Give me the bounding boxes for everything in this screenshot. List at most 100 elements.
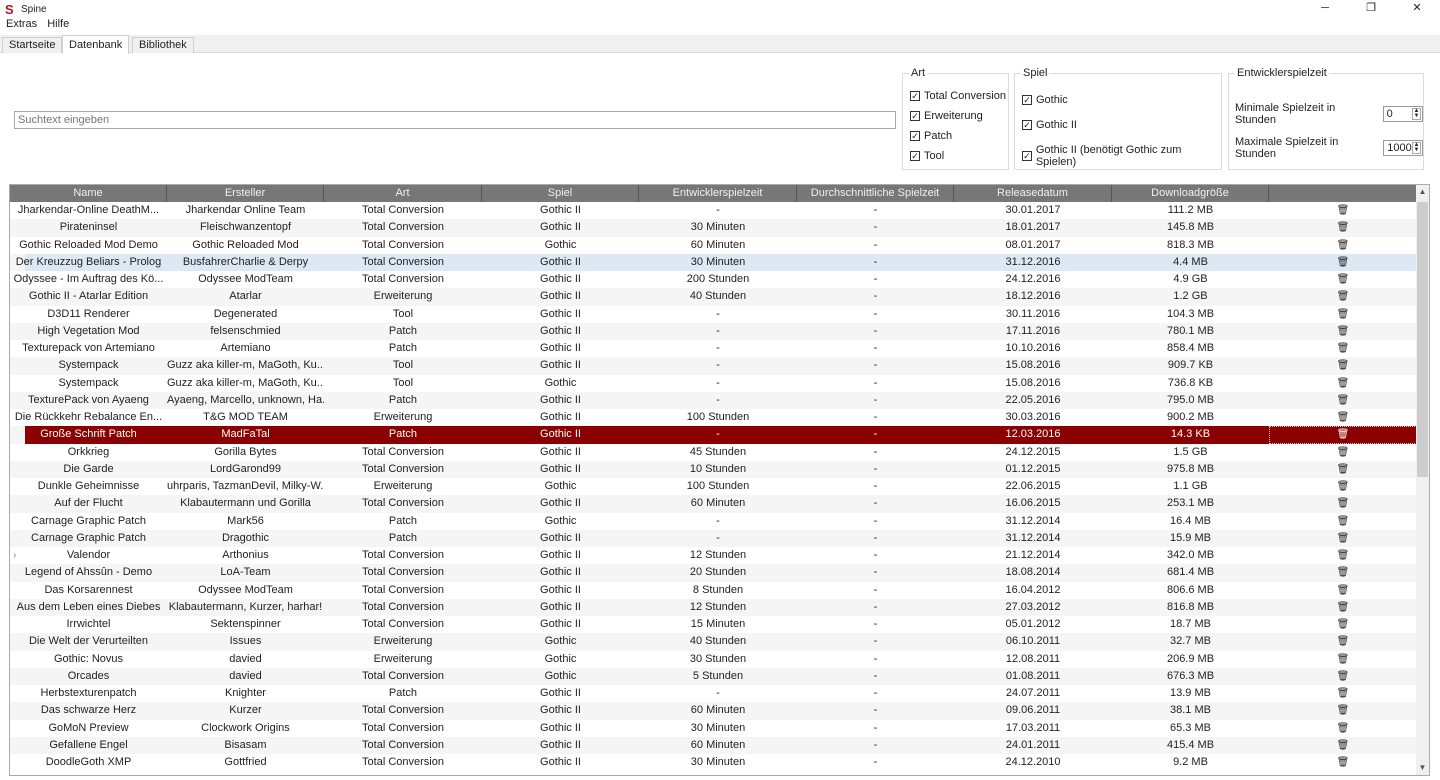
trash-icon[interactable]: 🗑 <box>1336 377 1350 389</box>
vertical-scrollbar[interactable]: ▲ ▼ <box>1416 185 1429 775</box>
column-header[interactable]: Spiel <box>482 185 639 202</box>
menu-extras[interactable]: Extras <box>6 18 38 30</box>
delete-cell[interactable]: 🗑 <box>1269 582 1417 599</box>
trash-icon[interactable]: 🗑 <box>1336 584 1350 596</box>
filter-art-checkbox[interactable]: ✓ Patch <box>910 130 952 142</box>
trash-icon[interactable]: 🗑 <box>1336 291 1350 303</box>
trash-icon[interactable]: 🗑 <box>1336 722 1350 734</box>
tab-bibliothek[interactable]: Bibliothek <box>132 37 194 53</box>
maximize-button[interactable]: ❐ <box>1366 2 1376 14</box>
checkbox-checked-icon[interactable]: ✓ <box>1022 120 1032 130</box>
minimize-button[interactable]: ─ <box>1321 2 1329 14</box>
table-row[interactable]: Systempack Guzz aka killer-m, MaGoth, Ku.… <box>10 357 1417 375</box>
trash-icon[interactable]: 🗑 <box>1336 515 1350 527</box>
trash-icon[interactable]: 🗑 <box>1336 688 1350 699</box>
delete-cell[interactable]: 🗑 <box>1269 668 1417 685</box>
delete-cell[interactable]: 🗑 <box>1269 702 1417 719</box>
delete-cell[interactable]: 🗑 <box>1269 288 1417 305</box>
delete-cell[interactable]: 🗑 <box>1269 306 1417 323</box>
column-header[interactable]: Name <box>10 185 167 202</box>
filter-spiel-checkbox[interactable]: ✓ Gothic II (benötigt Gothic zum Spielen) <box>1022 144 1221 168</box>
table-row[interactable]: Carnage Graphic Patch Mark56 Patch Gothic - -… <box>10 513 1417 530</box>
delete-cell[interactable]: 🗑 <box>1269 478 1417 495</box>
table-row[interactable]: Valendor Arthonius Total Conversion Gothic … <box>10 547 1417 564</box>
trash-icon[interactable]: 🗑 <box>1336 222 1350 234</box>
table-row[interactable]: Die Garde LordGarond99 Total Conversion Got… <box>10 460 1417 478</box>
table-row[interactable]: Aus dem Leben eines Diebes Klabautermann,… <box>10 598 1417 616</box>
trash-icon[interactable]: 🗑 <box>1336 757 1350 768</box>
expand-arrow-icon[interactable]: › <box>13 550 17 561</box>
column-header[interactable] <box>1269 185 1417 202</box>
column-header[interactable]: Durchschnittliche Spielzeit <box>797 185 954 202</box>
trash-icon[interactable]: 🗑 <box>1336 463 1350 475</box>
trash-icon[interactable]: 🗑 <box>1336 619 1350 630</box>
delete-cell[interactable]: 🗑 <box>1269 202 1417 219</box>
tab-startseite[interactable]: Startseite <box>2 37 63 53</box>
spin-arrows-icon[interactable]: ▲ ▼ <box>1412 142 1421 154</box>
trash-icon[interactable]: 🗑 <box>1336 239 1350 251</box>
column-header[interactable]: Downloadgröße <box>1112 185 1269 202</box>
column-header[interactable]: Entwicklerspielzeit <box>639 185 797 202</box>
table-row[interactable]: Gefallene Engel Bisasam Total Conversion Go… <box>10 736 1417 754</box>
table-row[interactable]: D3D11 Renderer Degenerated Tool Gothic II - -… <box>10 306 1417 323</box>
trash-icon[interactable]: 🗑 <box>1336 412 1350 423</box>
delete-cell[interactable]: 🗑 <box>1269 340 1417 357</box>
delete-cell[interactable]: 🗑 <box>1269 219 1417 236</box>
table-row[interactable]: Auf der Flucht Klabautermann und Gorilla T… <box>10 495 1417 513</box>
trash-icon[interactable]: 🗑 <box>1336 274 1350 285</box>
scroll-down-icon[interactable]: ▼ <box>1418 763 1427 772</box>
trash-icon[interactable]: 🗑 <box>1336 670 1350 682</box>
table-row[interactable]: Gothic Reloaded Mod Demo Gothic Reloaded … <box>10 237 1417 254</box>
table-row[interactable]: Odyssee - Im Auftrag des Kö... Odyssee Mo… <box>10 271 1417 288</box>
table-row[interactable]: Herbstexturenpatch Knighter Patch Gothic II… <box>10 685 1417 702</box>
filter-art-checkbox[interactable]: ✓ Tool <box>910 150 944 162</box>
delete-cell[interactable]: 🗑 <box>1269 513 1417 530</box>
close-button[interactable]: ✕ <box>1412 2 1422 14</box>
delete-cell[interactable]: 🗑 <box>1269 530 1417 547</box>
table-row[interactable]: Die Rückkehr Rebalance En... T&G MOD TEAM… <box>10 409 1417 426</box>
table-row[interactable]: Der Kreuzzug Beliars - Prolog BusfahrerCh… <box>10 253 1417 272</box>
table-row[interactable]: GoMoN Preview Clockwork Origins Total Conv… <box>10 720 1417 737</box>
filter-art-checkbox[interactable]: ✓ Erweiterung <box>910 110 983 122</box>
scroll-up-icon[interactable]: ▲ <box>1418 187 1427 196</box>
delete-cell[interactable]: 🗑 <box>1269 651 1417 668</box>
table-row[interactable]: Systempack Guzz aka killer-m, MaGoth, Ku.… <box>10 375 1417 392</box>
delete-cell[interactable]: 🗑 <box>1269 685 1417 702</box>
table-row[interactable]: TexturePack von Ayaeng Ayaeng, Marcello, … <box>10 391 1417 409</box>
table-row[interactable]: Pirateninsel Fleischwanzentopf Total Conve… <box>10 219 1417 237</box>
delete-cell[interactable]: 🗑 <box>1269 392 1417 409</box>
trash-icon[interactable]: 🗑 <box>1336 532 1350 544</box>
table-row[interactable]: Gothic II - Atarlar Edition Atarlar Erweit… <box>10 288 1417 306</box>
table-row[interactable]: DoodleGoth XMP Gottfried Total Conversion G… <box>10 754 1417 771</box>
table-row[interactable]: Das Korsarennest Odyssee ModTeam Total Con… <box>10 582 1417 599</box>
checkbox-checked-icon[interactable]: ✓ <box>910 111 920 121</box>
delete-cell[interactable]: 🗑 <box>1269 357 1417 374</box>
trash-icon[interactable]: 🗑 <box>1336 325 1350 337</box>
table-row[interactable]: Legend of Ahssûn - Demo LoA-Team Total Con… <box>10 564 1417 582</box>
delete-cell[interactable]: 🗑 <box>1269 495 1417 512</box>
trash-icon[interactable]: 🗑 <box>1336 256 1350 268</box>
trash-icon[interactable]: 🗑 <box>1336 739 1350 751</box>
table-row[interactable]: Das schwarze Herz Kurzer Total Conversion G… <box>10 702 1417 720</box>
delete-cell[interactable]: 🗑 <box>1269 254 1417 271</box>
checkbox-checked-icon[interactable]: ✓ <box>1022 151 1032 161</box>
column-header[interactable]: Art <box>324 185 482 202</box>
delete-cell[interactable]: 🗑 <box>1269 633 1417 650</box>
filter-spiel-checkbox[interactable]: ✓ Gothic <box>1022 94 1068 106</box>
trash-icon[interactable]: 🗑 <box>1336 308 1350 320</box>
trash-icon[interactable]: 🗑 <box>1336 429 1350 441</box>
max-playtime-spinbox[interactable]: 1000 ▲ ▼ <box>1383 140 1423 156</box>
search-input[interactable] <box>14 111 896 129</box>
delete-cell[interactable]: 🗑 <box>1269 564 1417 581</box>
checkbox-checked-icon[interactable]: ✓ <box>910 131 920 141</box>
table-row[interactable]: Die Welt der Verurteilten Issues Erweiteru… <box>10 633 1417 651</box>
checkbox-checked-icon[interactable]: ✓ <box>910 91 920 101</box>
trash-icon[interactable]: 🗑 <box>1336 653 1350 665</box>
table-row[interactable]: Gothic: Novus davied Erweiterung Gothic 30 S… <box>10 651 1417 668</box>
table-row[interactable]: Jharkendar-Online DeathM... Jharkendar On… <box>10 202 1417 219</box>
trash-icon[interactable]: 🗑 <box>1336 498 1350 510</box>
tab-datenbank[interactable]: Datenbank <box>62 35 130 54</box>
trash-icon[interactable]: 🗑 <box>1336 481 1350 492</box>
table-row[interactable]: Große Schrift Patch MadFaTal Patch Gothic I… <box>10 426 1417 444</box>
delete-cell[interactable]: 🗑 <box>1269 444 1417 461</box>
